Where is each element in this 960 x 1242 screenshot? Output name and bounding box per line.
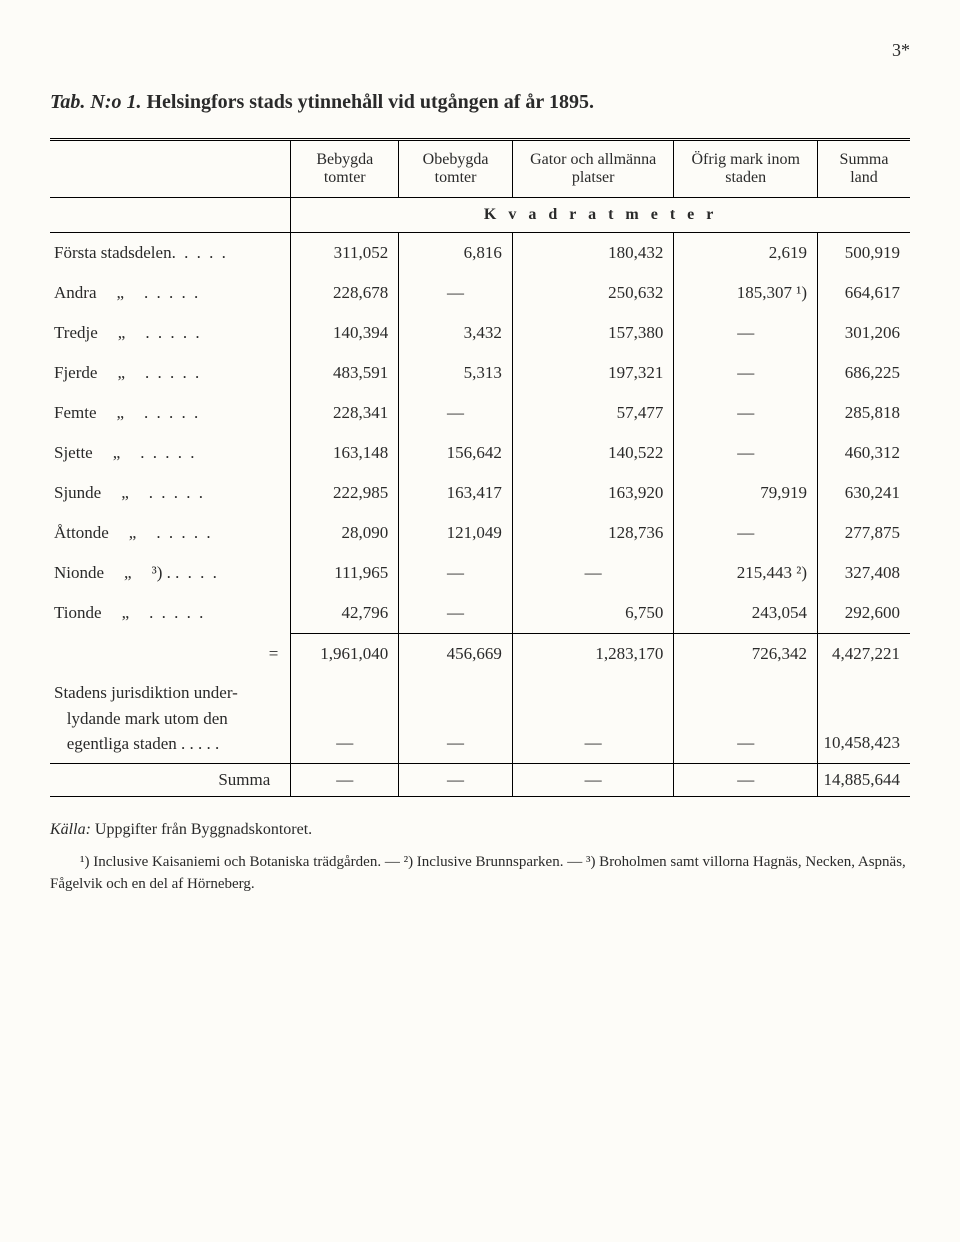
title-main: Helsingfors stads ytinnehåll vid utgånge… xyxy=(146,91,593,113)
row-label: Andra„. . . . . xyxy=(50,273,291,313)
cell: — xyxy=(399,670,513,763)
page-number: 3* xyxy=(50,40,910,61)
data-table: Bebygda tomter Obebygda tomter Gator och… xyxy=(50,138,910,797)
cell: — xyxy=(399,763,513,796)
data-cell: 215,443 ²) xyxy=(674,553,818,593)
unit-subheader: K v a d r a t m e t e r xyxy=(291,198,910,233)
equals-sign: = xyxy=(50,634,291,671)
text-line: egentliga staden . . . . . xyxy=(67,734,220,753)
data-cell: 301,206 xyxy=(817,313,910,353)
data-cell: 121,049 xyxy=(399,513,513,553)
cell: 10,458,423 xyxy=(817,670,910,763)
col-header: Gator och allmänna platser xyxy=(512,140,674,198)
data-cell: 285,818 xyxy=(817,393,910,433)
data-cell: 460,312 xyxy=(817,433,910,473)
cell: — xyxy=(291,763,399,796)
total-cell: 726,342 xyxy=(674,634,818,671)
col-header: Summa land xyxy=(817,140,910,198)
data-cell: 686,225 xyxy=(817,353,910,393)
data-cell: 228,678 xyxy=(291,273,399,313)
data-cell: — xyxy=(674,513,818,553)
data-cell: 292,600 xyxy=(817,593,910,634)
data-cell: 28,090 xyxy=(291,513,399,553)
row-label: Åttonde„. . . . . xyxy=(50,513,291,553)
row-label: Tionde„. . . . . xyxy=(50,593,291,634)
data-cell: 630,241 xyxy=(817,473,910,513)
data-cell: 156,642 xyxy=(399,433,513,473)
data-cell: 222,985 xyxy=(291,473,399,513)
data-cell: — xyxy=(399,553,513,593)
cell: — xyxy=(674,670,818,763)
data-cell: — xyxy=(399,393,513,433)
data-cell: 664,617 xyxy=(817,273,910,313)
data-cell: 111,965 xyxy=(291,553,399,593)
data-cell: — xyxy=(674,353,818,393)
table-title: Tab. N:o 1. Helsingfors stads ytinnehåll… xyxy=(50,91,910,114)
grand-total-label: Summa xyxy=(50,763,291,796)
row-label: Sjette„. . . . . xyxy=(50,433,291,473)
cell: — xyxy=(512,670,674,763)
cell: — xyxy=(512,763,674,796)
data-cell: 277,875 xyxy=(817,513,910,553)
total-cell: 1,961,040 xyxy=(291,634,399,671)
data-cell: — xyxy=(512,553,674,593)
data-cell: — xyxy=(674,393,818,433)
data-cell: 228,341 xyxy=(291,393,399,433)
source-line: Källa: Uppgifter från Byggnadskontoret. xyxy=(50,821,910,839)
data-cell: — xyxy=(674,313,818,353)
data-cell: — xyxy=(399,273,513,313)
data-cell: 128,736 xyxy=(512,513,674,553)
data-cell: 197,321 xyxy=(512,353,674,393)
row-label: Nionde„³) . . . . . xyxy=(50,553,291,593)
data-cell: 163,417 xyxy=(399,473,513,513)
cell: — xyxy=(291,670,399,763)
data-cell: 42,796 xyxy=(291,593,399,634)
col-header: Bebygda tomter xyxy=(291,140,399,198)
total-cell: 456,669 xyxy=(399,634,513,671)
row-label: Första stadsdelen. . . . . xyxy=(50,233,291,274)
data-cell: 57,477 xyxy=(512,393,674,433)
data-cell: 180,432 xyxy=(512,233,674,274)
data-cell: 311,052 xyxy=(291,233,399,274)
col-header: Öfrig mark inom staden xyxy=(674,140,818,198)
source-prefix: Källa: xyxy=(50,821,91,838)
row-label: Femte„. . . . . xyxy=(50,393,291,433)
data-cell: 163,920 xyxy=(512,473,674,513)
data-cell: 6,816 xyxy=(399,233,513,274)
data-cell: 2,619 xyxy=(674,233,818,274)
data-cell: 327,408 xyxy=(817,553,910,593)
data-cell: 140,522 xyxy=(512,433,674,473)
data-cell: — xyxy=(399,593,513,634)
data-cell: 243,054 xyxy=(674,593,818,634)
data-cell: 5,313 xyxy=(399,353,513,393)
data-cell: 3,432 xyxy=(399,313,513,353)
title-prefix: Tab. N:o 1. xyxy=(50,91,141,113)
total-cell: 4,427,221 xyxy=(817,634,910,671)
data-cell: 500,919 xyxy=(817,233,910,274)
data-cell: 483,591 xyxy=(291,353,399,393)
text-line: Stadens jurisdiktion under- xyxy=(54,683,238,702)
data-cell: — xyxy=(674,433,818,473)
data-cell: 250,632 xyxy=(512,273,674,313)
row-label: Fjerde„. . . . . xyxy=(50,353,291,393)
footnotes: ¹) Inclusive Kaisaniemi och Botaniska tr… xyxy=(50,851,910,896)
source-text: Uppgifter från Byggnadskontoret. xyxy=(91,821,312,838)
cell: — xyxy=(674,763,818,796)
data-cell: 157,380 xyxy=(512,313,674,353)
row-label: Sjunde„. . . . . xyxy=(50,473,291,513)
data-cell: 140,394 xyxy=(291,313,399,353)
text-line: lydande mark utom den xyxy=(67,709,228,728)
jurisdiction-label: Stadens jurisdiktion under- lydande mark… xyxy=(50,670,291,763)
grand-total-cell: 14,885,644 xyxy=(817,763,910,796)
data-cell: 185,307 ¹) xyxy=(674,273,818,313)
total-cell: 1,283,170 xyxy=(512,634,674,671)
row-label: Tredje„. . . . . xyxy=(50,313,291,353)
col-header: Obebygda tomter xyxy=(399,140,513,198)
data-cell: 163,148 xyxy=(291,433,399,473)
data-cell: 6,750 xyxy=(512,593,674,634)
data-cell: 79,919 xyxy=(674,473,818,513)
